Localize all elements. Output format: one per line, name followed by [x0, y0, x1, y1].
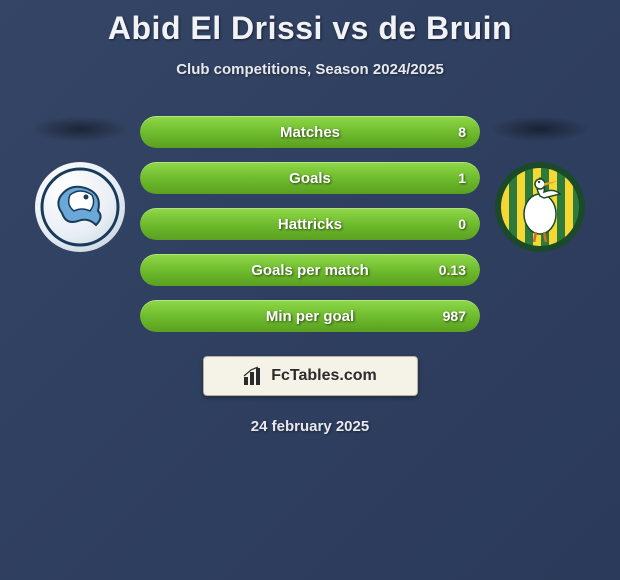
stat-row-goals: Goals 1 [140, 162, 480, 194]
header: Abid El Drissi vs de Bruin Club competit… [0, 0, 620, 78]
stat-right-value: 0.13 [439, 262, 466, 278]
stat-row-gpm: Goals per match 0.13 [140, 254, 480, 286]
comparison-main: Matches 8 Goals 1 Hattricks 0 Goals per … [0, 116, 620, 332]
stat-label: Hattricks [278, 216, 342, 233]
source-badge[interactable]: FcTables.com [203, 356, 418, 396]
stat-right-value: 1 [458, 170, 466, 186]
stat-row-hattricks: Hattricks 0 [140, 208, 480, 240]
date-text: 24 february 2025 [0, 418, 620, 435]
player-shadow-left [30, 116, 130, 142]
stat-row-matches: Matches 8 [140, 116, 480, 148]
stat-label: Matches [280, 124, 340, 141]
club-crest-left [35, 162, 125, 252]
club-crest-right [495, 162, 585, 252]
stat-label: Goals [289, 170, 331, 187]
stat-right-value: 987 [443, 308, 466, 324]
left-player-col [20, 116, 140, 252]
player-shadow-right [490, 116, 590, 142]
dragon-icon [40, 167, 120, 247]
stat-row-mpg: Min per goal 987 [140, 300, 480, 332]
stat-right-value: 0 [458, 216, 466, 232]
barchart-icon [243, 366, 265, 386]
source-text: FcTables.com [271, 367, 377, 385]
stat-label: Min per goal [266, 308, 354, 325]
page-subtitle: Club competitions, Season 2024/2025 [0, 61, 620, 78]
page-title: Abid El Drissi vs de Bruin [0, 10, 620, 47]
stat-right-value: 8 [458, 124, 466, 140]
stats-column: Matches 8 Goals 1 Hattricks 0 Goals per … [140, 116, 480, 332]
stat-label: Goals per match [251, 262, 369, 279]
right-player-col [480, 116, 600, 252]
stork-icon [510, 172, 570, 242]
